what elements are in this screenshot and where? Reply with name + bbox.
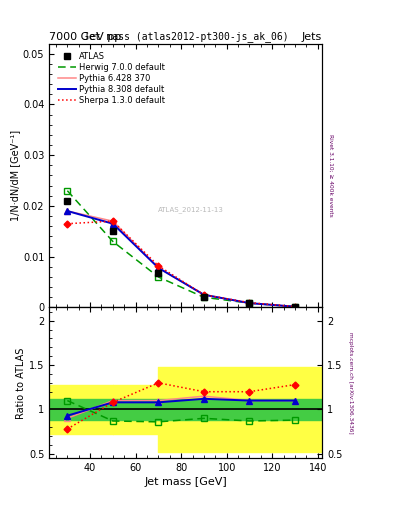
- Pythia 8.308 default: [65, 208, 70, 214]
- Line: ATLAS: ATLAS: [64, 198, 298, 310]
- Title: Jet mass (atlas2012-pt300-js_ak_06): Jet mass (atlas2012-pt300-js_ak_06): [83, 31, 288, 42]
- Pythia 8.308 default: [202, 292, 206, 298]
- Pythia 6.428 370: [202, 292, 206, 298]
- Pythia 6.428 370: [65, 208, 70, 214]
- Y-axis label: Rivet 3.1.10; ≥ 400k events: Rivet 3.1.10; ≥ 400k events: [328, 134, 333, 217]
- Line: Pythia 6.428 370: Pythia 6.428 370: [67, 211, 295, 307]
- Pythia 6.428 370: [110, 218, 115, 224]
- Y-axis label: 1/N·dN/dM [GeV⁻¹]: 1/N·dN/dM [GeV⁻¹]: [10, 130, 20, 221]
- Herwig 7.0.0 default: [292, 304, 298, 310]
- Text: 7000 GeV pp: 7000 GeV pp: [49, 32, 121, 42]
- Pythia 8.308 default: [292, 304, 298, 310]
- Pythia 6.428 370: [292, 304, 298, 310]
- Sherpa 1.3.0 default: [292, 304, 298, 310]
- Pythia 6.428 370: [247, 300, 252, 306]
- ATLAS: [156, 270, 161, 276]
- Text: ATLAS_2012-11-13: ATLAS_2012-11-13: [158, 206, 224, 213]
- Pythia 8.308 default: [110, 221, 115, 227]
- ATLAS: [110, 228, 115, 234]
- Sherpa 1.3.0 default: [65, 221, 70, 227]
- Sherpa 1.3.0 default: [110, 218, 115, 224]
- Herwig 7.0.0 default: [65, 187, 70, 194]
- Sherpa 1.3.0 default: [247, 300, 252, 306]
- X-axis label: Jet mass [GeV]: Jet mass [GeV]: [144, 477, 227, 487]
- Herwig 7.0.0 default: [202, 294, 206, 301]
- Herwig 7.0.0 default: [110, 239, 115, 245]
- Sherpa 1.3.0 default: [156, 263, 161, 269]
- Pythia 6.428 370: [156, 265, 161, 271]
- Pythia 8.308 default: [156, 265, 161, 271]
- Pythia 8.308 default: [247, 300, 252, 306]
- ATLAS: [292, 304, 298, 310]
- Herwig 7.0.0 default: [156, 274, 161, 280]
- ATLAS: [247, 300, 252, 306]
- Line: Herwig 7.0.0 default: Herwig 7.0.0 default: [67, 190, 295, 307]
- Text: Jets: Jets: [302, 32, 322, 42]
- Line: Sherpa 1.3.0 default: Sherpa 1.3.0 default: [67, 221, 295, 307]
- Y-axis label: Ratio to ATLAS: Ratio to ATLAS: [16, 347, 26, 418]
- Line: Pythia 8.308 default: Pythia 8.308 default: [67, 211, 295, 307]
- ATLAS: [65, 198, 70, 204]
- Y-axis label: mcplots.cern.ch [arXiv:1306.3436]: mcplots.cern.ch [arXiv:1306.3436]: [348, 332, 353, 434]
- Legend: ATLAS, Herwig 7.0.0 default, Pythia 6.428 370, Pythia 8.308 default, Sherpa 1.3.: ATLAS, Herwig 7.0.0 default, Pythia 6.42…: [56, 50, 167, 107]
- Sherpa 1.3.0 default: [202, 292, 206, 298]
- Herwig 7.0.0 default: [247, 300, 252, 306]
- ATLAS: [202, 294, 206, 301]
